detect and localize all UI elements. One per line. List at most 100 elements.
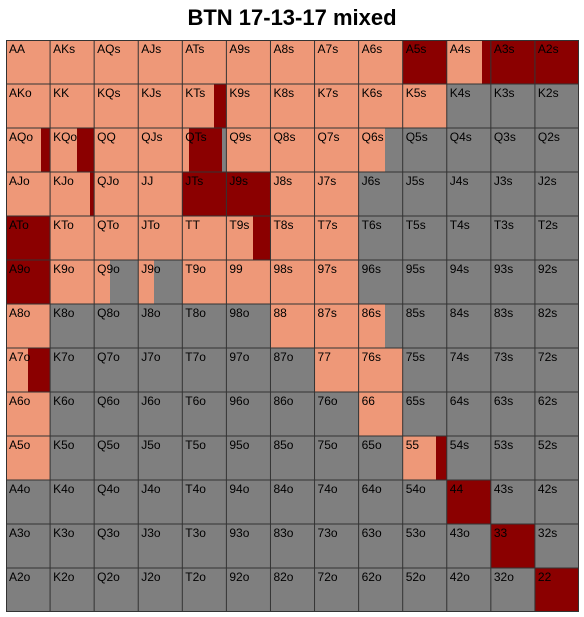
hand-label: Q9s	[229, 130, 251, 144]
hand-label: J2o	[141, 570, 160, 584]
hand-label: Q7s	[318, 130, 340, 144]
hand-label: J8s	[273, 174, 292, 188]
hand-cell-t8s: T8s	[270, 216, 314, 260]
hand-label: A5s	[406, 42, 427, 56]
hand-label: 73o	[318, 526, 338, 540]
hand-label: T2o	[185, 570, 206, 584]
hand-label: 63o	[362, 526, 382, 540]
hand-cell-98o: 98o	[226, 304, 270, 348]
hand-cell-87s: 87s	[315, 304, 359, 348]
hand-cell-j6s: J6s	[359, 172, 403, 216]
hand-label: 95s	[406, 262, 425, 276]
hand-cell-kto: KTo	[50, 216, 94, 260]
hand-cell-84s: 84s	[447, 304, 491, 348]
hand-cell-j4o: J4o	[138, 480, 182, 524]
hand-label: 42s	[538, 482, 557, 496]
hand-label: 64s	[450, 394, 469, 408]
hand-label: KK	[53, 86, 69, 100]
hand-cell-q2o: Q2o	[94, 568, 138, 612]
hand-cell-a5s: A5s	[403, 40, 447, 84]
hand-label: J5s	[406, 174, 425, 188]
hand-label: 54o	[406, 482, 426, 496]
allin-segment	[436, 436, 447, 480]
hand-label: Q8s	[273, 130, 295, 144]
hand-label: 74s	[450, 350, 469, 364]
hand-cell-t3s: T3s	[491, 216, 535, 260]
hand-cell-43o: 43o	[447, 524, 491, 568]
hand-label: AA	[9, 42, 25, 56]
hand-label: KTo	[53, 218, 74, 232]
hand-cell-62s: 62s	[535, 392, 579, 436]
hand-label: 64o	[362, 482, 382, 496]
hand-cell-a4s: A4s	[447, 40, 491, 84]
hand-cell-j5s: J5s	[403, 172, 447, 216]
hand-cell-aa: AA	[6, 40, 50, 84]
hand-label: A4o	[9, 482, 30, 496]
hand-label: ATs	[185, 42, 204, 56]
hand-cell-73o: 73o	[315, 524, 359, 568]
hand-label: T9o	[185, 262, 206, 276]
hand-cell-53o: 53o	[403, 524, 447, 568]
hand-cell-83s: 83s	[491, 304, 535, 348]
hand-cell-52s: 52s	[535, 436, 579, 480]
hand-cell-a8o: A8o	[6, 304, 50, 348]
hand-label: A7o	[9, 350, 30, 364]
hand-label: 99	[229, 262, 242, 276]
hand-label: Q6s	[362, 130, 384, 144]
hand-cell-qq: QQ	[94, 128, 138, 172]
hand-cell-92o: 92o	[226, 568, 270, 612]
hand-cell-a9o: A9o	[6, 260, 50, 304]
hand-cell-j2s: J2s	[535, 172, 579, 216]
hand-label: K4s	[450, 86, 471, 100]
hand-cell-96s: 96s	[359, 260, 403, 304]
hand-cell-t7s: T7s	[315, 216, 359, 260]
hand-label: T6o	[185, 394, 206, 408]
hand-cell-qto: QTo	[94, 216, 138, 260]
hand-label: T5s	[406, 218, 426, 232]
hand-cell-44: 44	[447, 480, 491, 524]
hand-label: 32o	[494, 570, 514, 584]
hand-cell-j6o: J6o	[138, 392, 182, 436]
hand-label: Q6o	[97, 394, 120, 408]
hand-cell-tt: TT	[182, 216, 226, 260]
hand-label: 87o	[273, 350, 293, 364]
hand-label: K2o	[53, 570, 74, 584]
hand-label: T3o	[185, 526, 206, 540]
hand-label: 84s	[450, 306, 469, 320]
hand-cell-83o: 83o	[270, 524, 314, 568]
hand-label: J7o	[141, 350, 160, 364]
hand-cell-kjo: KJo	[50, 172, 94, 216]
hand-label: K5s	[406, 86, 427, 100]
hand-cell-43s: 43s	[491, 480, 535, 524]
hand-label: A6o	[9, 394, 30, 408]
hand-range-grid: AA AKs AQs AJs ATs A9s A8s A7s A6s A5s A4s A3s A2s AK…	[6, 40, 579, 612]
hand-cell-64o: 64o	[359, 480, 403, 524]
hand-cell-32s: 32s	[535, 524, 579, 568]
hand-cell-85o: 85o	[270, 436, 314, 480]
hand-cell-94s: 94s	[447, 260, 491, 304]
hand-cell-j7s: J7s	[315, 172, 359, 216]
hand-label: 63s	[494, 394, 513, 408]
hand-cell-qjs: QJs	[138, 128, 182, 172]
hand-cell-t2o: T2o	[182, 568, 226, 612]
hand-label: 84o	[273, 482, 293, 496]
hand-cell-j8s: J8s	[270, 172, 314, 216]
hand-cell-q2s: Q2s	[535, 128, 579, 172]
hand-label: 43s	[494, 482, 513, 496]
hand-cell-63s: 63s	[491, 392, 535, 436]
hand-label: Q9o	[97, 262, 120, 276]
hand-label: 82s	[538, 306, 557, 320]
hand-cell-32o: 32o	[491, 568, 535, 612]
hand-label: AKs	[53, 42, 75, 56]
hand-cell-k8s: K8s	[270, 84, 314, 128]
hand-cell-q4o: Q4o	[94, 480, 138, 524]
hand-label: K7o	[53, 350, 74, 364]
hand-label: A3o	[9, 526, 30, 540]
hand-label: 33	[494, 526, 507, 540]
hand-cell-t9o: T9o	[182, 260, 226, 304]
hand-label: A8s	[273, 42, 294, 56]
hand-cell-ajo: AJo	[6, 172, 50, 216]
hand-cell-a3s: A3s	[491, 40, 535, 84]
hand-cell-a3o: A3o	[6, 524, 50, 568]
hand-cell-55: 55	[403, 436, 447, 480]
